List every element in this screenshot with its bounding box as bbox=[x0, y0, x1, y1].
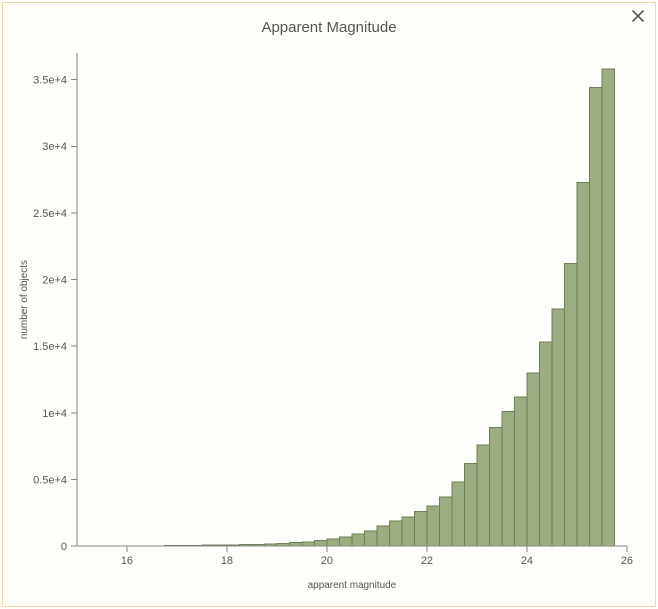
histogram-bar bbox=[427, 506, 440, 546]
histogram-bar bbox=[564, 264, 577, 547]
y-tick-label: 3.5e+4 bbox=[33, 75, 67, 87]
y-axis-label: number of objects bbox=[19, 260, 30, 339]
y-tick-label: 2e+4 bbox=[42, 275, 67, 287]
x-axis-label: apparent magnitude bbox=[308, 580, 397, 591]
histogram-bar bbox=[402, 517, 415, 546]
histogram-bar bbox=[552, 309, 565, 546]
y-tick-label: 1.5e+4 bbox=[33, 341, 67, 353]
histogram-bar bbox=[327, 539, 340, 546]
histogram-bar bbox=[539, 342, 552, 546]
x-tick-label: 20 bbox=[321, 555, 333, 567]
histogram-bar bbox=[464, 464, 477, 547]
histogram-bar bbox=[302, 542, 315, 546]
histogram-bar bbox=[514, 397, 527, 546]
histogram-bar bbox=[502, 412, 515, 547]
histogram-bar bbox=[352, 534, 365, 546]
histogram-bar bbox=[339, 537, 352, 546]
histogram-bar bbox=[577, 182, 590, 546]
x-tick-label: 18 bbox=[221, 555, 233, 567]
chart-panel: Apparent Magnitude 16 18 20 22 24 26 0 0.5e+4 1e… bbox=[2, 2, 656, 607]
histogram-bar bbox=[477, 445, 490, 546]
chart-title: Apparent Magnitude bbox=[3, 3, 655, 36]
x-tick-label: 16 bbox=[121, 555, 133, 567]
histogram-bar bbox=[439, 497, 452, 546]
close-button[interactable] bbox=[629, 9, 647, 27]
y-tick-label: 2.5e+4 bbox=[33, 208, 67, 220]
histogram-bar bbox=[364, 531, 377, 546]
histogram-bar bbox=[377, 526, 390, 546]
x-tick-label: 24 bbox=[521, 555, 533, 567]
histogram-bar bbox=[602, 69, 615, 546]
histogram-bar bbox=[489, 428, 502, 547]
x-tick-label: 22 bbox=[421, 555, 433, 567]
chart-area: 16 18 20 22 24 26 0 0.5e+4 1e+4 1.5e+4 2e+4 2.5e+4 3… bbox=[13, 43, 645, 596]
histogram-bar bbox=[527, 373, 540, 546]
histogram-bar bbox=[589, 88, 602, 547]
histogram-bar bbox=[314, 541, 327, 547]
histogram-bar bbox=[289, 543, 302, 546]
histogram-bar bbox=[389, 521, 402, 546]
y-tick-label: 3e+4 bbox=[42, 141, 67, 153]
histogram-chart: 16 18 20 22 24 26 0 0.5e+4 1e+4 1.5e+4 2e+4 2.5e+4 3… bbox=[13, 43, 645, 596]
histogram-bar bbox=[452, 482, 465, 546]
close-icon bbox=[629, 9, 647, 23]
x-tick-label: 26 bbox=[621, 555, 633, 567]
y-tick-label: 1e+4 bbox=[42, 408, 67, 420]
histogram-bar bbox=[414, 512, 427, 547]
y-tick-label: 0.5e+4 bbox=[33, 475, 67, 487]
y-tick-label: 0 bbox=[61, 541, 67, 553]
